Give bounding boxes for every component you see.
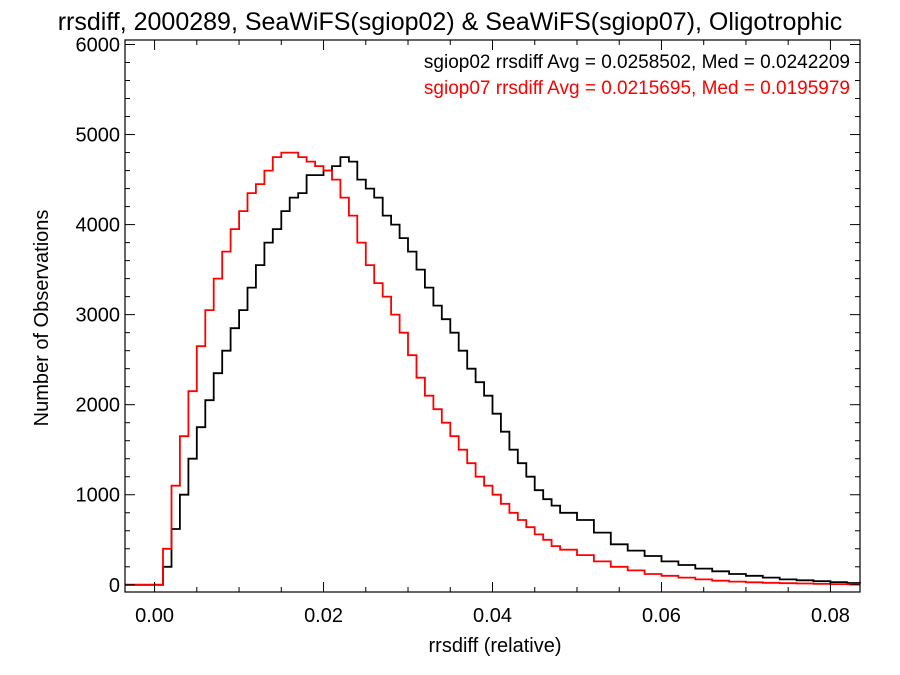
x-tick-label: 0.02	[304, 605, 343, 627]
series-layer	[125, 151, 861, 586]
y-tick-label: 0	[109, 575, 120, 597]
plot-frame	[124, 39, 861, 593]
x-tick-label: 0.00	[135, 605, 174, 627]
annotation-sgiop02: sgiop02 rrsdiff Avg = 0.0258502, Med = 0…	[424, 52, 850, 73]
x-tick-label: 0.06	[642, 605, 681, 627]
y-tick-label: 2000	[76, 395, 121, 417]
y-tick-label: 5000	[76, 125, 121, 147]
axis-ticks: 0.00 0.02 0.04 0.06 0.08 0 1000 2000 3000 4000 500…	[76, 35, 860, 627]
chart-title: rrsdiff, 2000289, SeaWiFS(sgiop02) & Sea…	[58, 8, 843, 36]
y-tick-label: 1000	[76, 485, 121, 507]
annotation-sgiop07: sgiop07 rrsdiff Avg = 0.0215695, Med = 0…	[424, 78, 850, 99]
series-line-1	[125, 151, 860, 586]
x-axis-label: rrsdiff (relative)	[429, 635, 562, 657]
series-line-0	[125, 156, 861, 586]
y-tick-label: 3000	[76, 305, 121, 327]
y-axis-label: Number of Observations	[31, 210, 53, 427]
x-tick-label: 0.04	[473, 605, 512, 627]
y-tick-label: 4000	[76, 215, 121, 237]
y-tick-label: 6000	[76, 35, 121, 57]
x-tick-label: 0.08	[811, 605, 850, 627]
